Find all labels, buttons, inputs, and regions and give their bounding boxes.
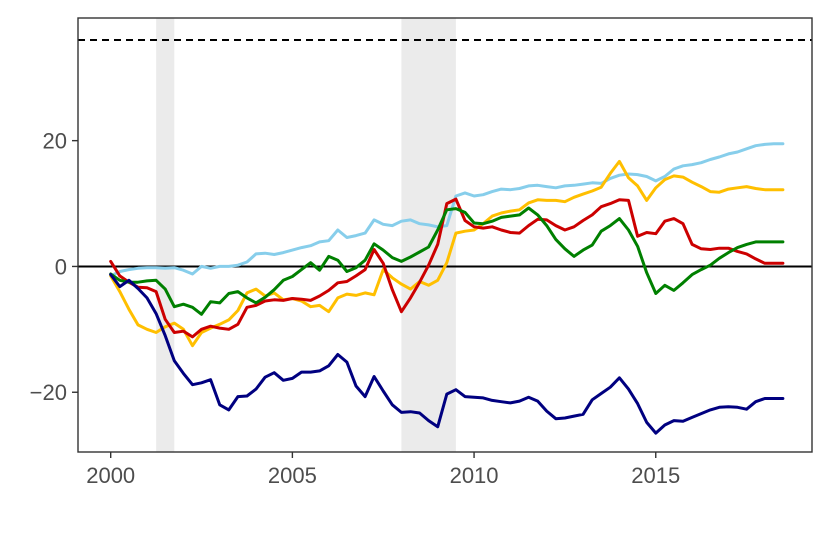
series-line-2: [109, 197, 785, 339]
x-tick-label: 2005: [268, 463, 317, 488]
series-line-0: [109, 142, 785, 278]
axes: 2000 2005 2010 2015 −20 0 20: [30, 129, 681, 488]
y-tick-label: 0: [55, 254, 67, 279]
shaded-period-1: [401, 18, 456, 452]
series-lines: [109, 142, 785, 435]
shaded-periods: [156, 18, 456, 452]
x-tick-label: 2015: [631, 463, 680, 488]
series-line-1: [109, 159, 785, 348]
shaded-period-0: [156, 18, 175, 452]
series-line-4: [109, 273, 785, 435]
series-line-3: [109, 206, 785, 316]
y-tick-label: 20: [43, 129, 67, 154]
x-tick-label: 2010: [450, 463, 499, 488]
y-tick-label: −20: [30, 380, 67, 405]
plot-panel-border: [77, 17, 813, 453]
x-tick-label: 2000: [86, 463, 135, 488]
